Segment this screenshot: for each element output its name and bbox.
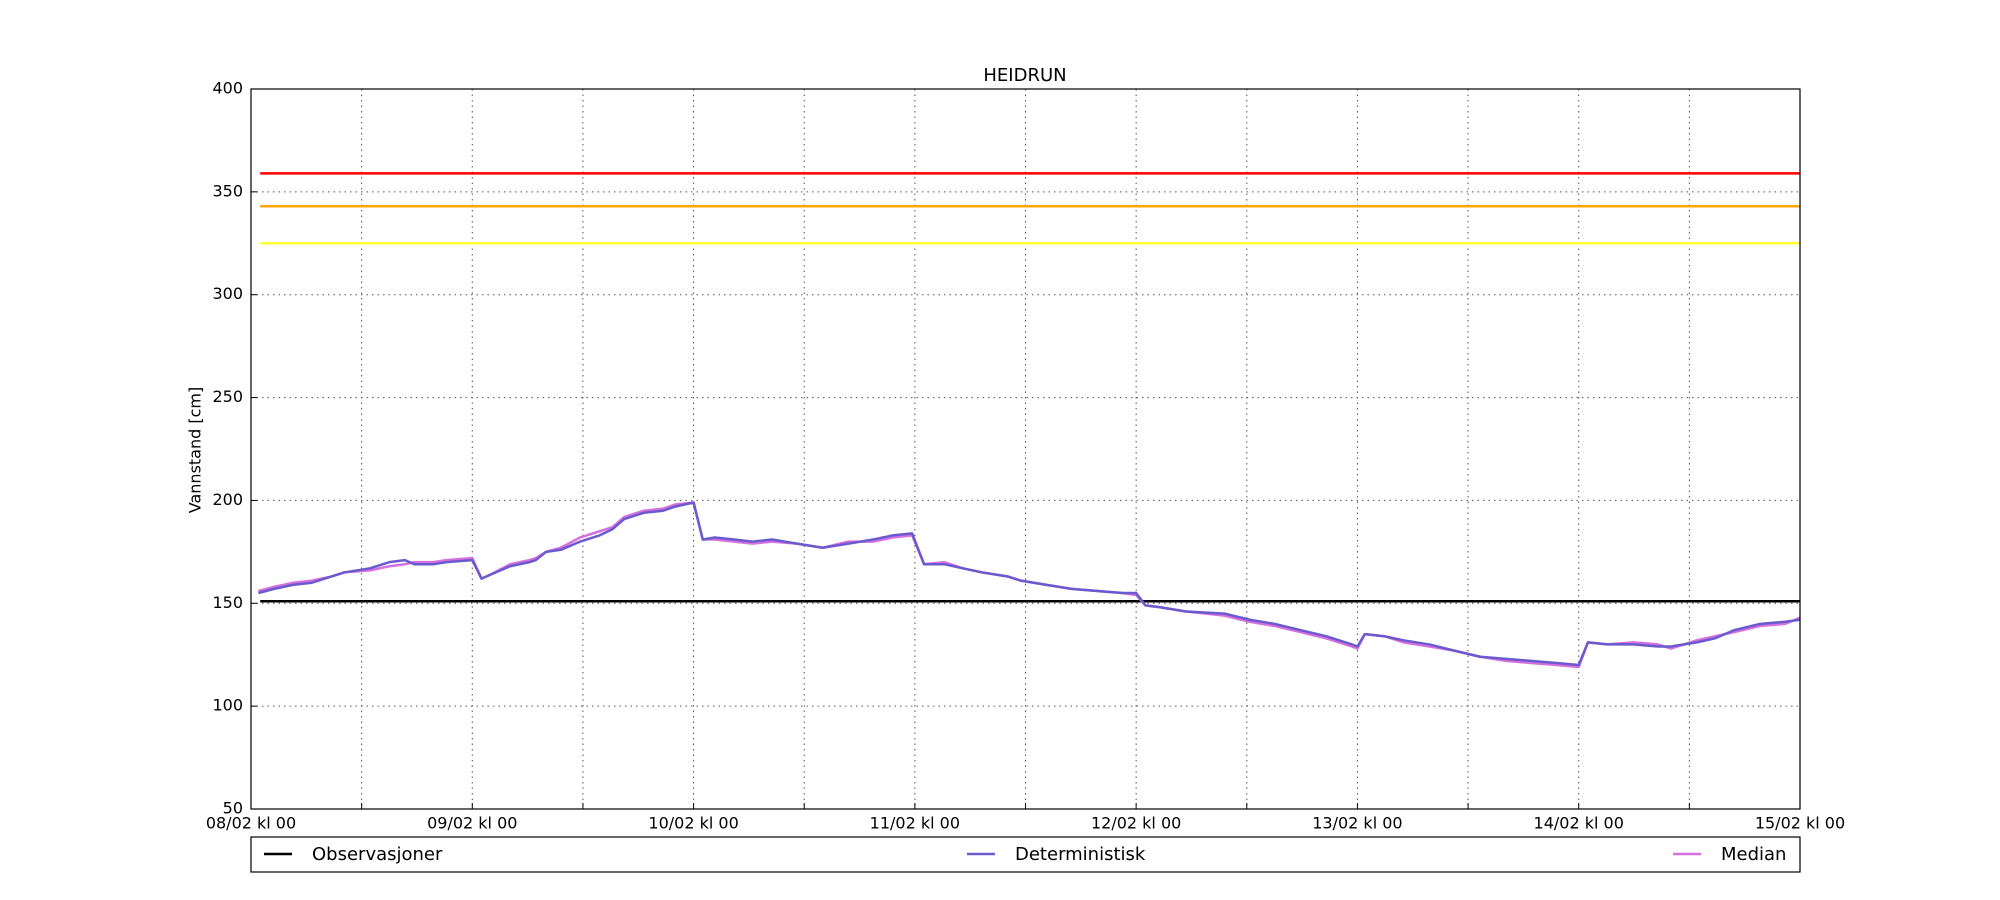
legend [250,836,1801,873]
y-tick-label: 50 [223,799,243,818]
x-tick-label: 14/02 kl 00 [1534,814,1624,833]
y-tick-label: 400 [212,79,243,98]
y-tick-label: 150 [212,593,243,612]
plot-frame [250,88,1801,810]
y-tick-label: 350 [212,181,243,200]
series-line [258,501,1801,667]
x-tick-label: 12/02 kl 00 [1091,814,1181,833]
x-tick-label: 15/02 kl 00 [1755,814,1845,833]
y-tick-label: 200 [212,490,243,509]
y-tick-label: 250 [212,387,243,406]
x-tick-label: 11/02 kl 00 [870,814,960,833]
x-tick-label: 08/02 kl 00 [206,814,296,833]
legend-label: Observasjoner [312,844,443,865]
chart-title: HEIDRUN [983,65,1066,86]
series-line [258,501,1801,669]
x-tick-label: 13/02 kl 00 [1312,814,1402,833]
x-tick-label: 10/02 kl 00 [648,814,738,833]
y-tick-label: 300 [212,284,243,303]
x-tick-label: 09/02 kl 00 [427,814,517,833]
legend-label: Median [1721,844,1786,865]
legend-label: Deterministisk [1015,844,1146,865]
y-tick-label: 100 [212,696,243,715]
y-axis-label: Vannstand [cm] [186,387,205,513]
